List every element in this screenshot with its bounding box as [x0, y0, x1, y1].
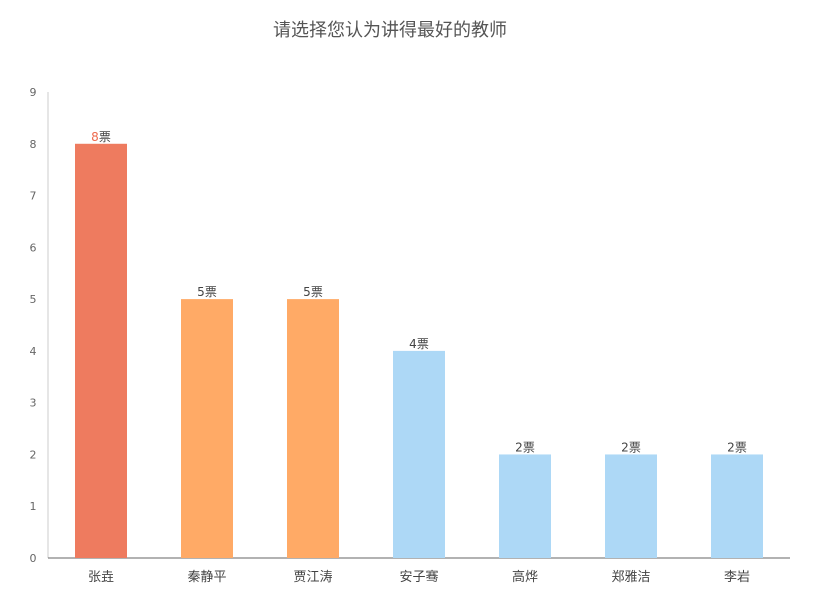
- data-label-value-5: 2: [515, 440, 523, 454]
- y-tick-label-0: 0: [30, 552, 37, 565]
- y-tick-label-2: 2: [30, 448, 37, 461]
- bar-7[interactable]: [711, 454, 763, 558]
- y-tick-label-4: 4: [30, 345, 37, 358]
- y-tick-label-9: 9: [30, 86, 37, 99]
- data-label-2: 5票: [197, 285, 217, 299]
- data-label-1: 8票: [91, 130, 111, 144]
- x-tick-label-6: 郑雅洁: [611, 570, 650, 585]
- data-label-5: 2票: [515, 440, 535, 454]
- data-label-suffix-5: 票: [523, 440, 535, 454]
- data-label-value-7: 2: [727, 440, 735, 454]
- data-label-value-3: 5: [303, 285, 311, 299]
- x-tick-label-1: 张垚: [88, 570, 114, 585]
- y-tick-label-3: 3: [30, 397, 37, 410]
- chart-title: 请选择您认为讲得最好的教师: [273, 20, 507, 41]
- bars: [75, 143, 763, 558]
- x-tick-label-7: 李岩: [724, 570, 750, 585]
- data-label-suffix-4: 票: [417, 337, 429, 351]
- y-tick-label-8: 8: [30, 138, 37, 151]
- data-label-6: 2票: [621, 440, 641, 454]
- data-label-value-1: 8: [91, 130, 99, 144]
- data-label-value-6: 2: [621, 440, 629, 454]
- x-tick-label-5: 高烨: [512, 569, 538, 585]
- bar-6[interactable]: [605, 454, 657, 558]
- data-label-suffix-6: 票: [629, 440, 641, 454]
- bar-4[interactable]: [393, 350, 445, 558]
- data-label-value-2: 5: [197, 285, 205, 299]
- x-tick-label-3: 贾江涛: [293, 569, 332, 585]
- y-tick-label-1: 1: [30, 500, 37, 513]
- y-tick-label-6: 6: [30, 241, 37, 254]
- data-label-7: 2票: [727, 440, 747, 454]
- bar-5[interactable]: [499, 454, 551, 558]
- data-label-suffix-7: 票: [735, 440, 747, 454]
- data-label-suffix-2: 票: [205, 285, 217, 299]
- y-tick-label-5: 5: [30, 293, 37, 306]
- data-label-value-4: 4: [409, 337, 417, 351]
- x-tick-label-4: 安子骞: [399, 569, 438, 585]
- data-label-suffix-1: 票: [99, 130, 111, 144]
- y-tick-label-7: 7: [30, 190, 37, 203]
- data-label-suffix-3: 票: [311, 285, 323, 299]
- data-label-3: 5票: [303, 285, 323, 299]
- y-tick-labels: 0 1 2 3 4 5 6 7 8 9: [30, 86, 37, 565]
- bar-3[interactable]: [287, 299, 339, 558]
- x-tick-label-2: 秦静平: [187, 570, 226, 585]
- bar-2[interactable]: [181, 299, 233, 558]
- data-label-4: 4票: [409, 337, 429, 351]
- bar-1[interactable]: [75, 143, 127, 558]
- x-tick-labels: 张垚 秦静平 贾江涛 安子骞 高烨 郑雅洁 李岩: [88, 569, 750, 585]
